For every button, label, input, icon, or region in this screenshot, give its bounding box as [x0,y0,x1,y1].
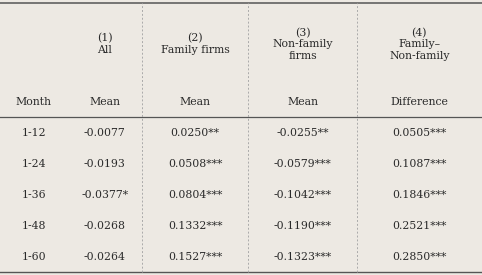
Text: 0.0508***: 0.0508*** [168,159,222,169]
Text: Mean: Mean [180,97,211,107]
Text: Month: Month [16,97,52,107]
Text: 0.1332***: 0.1332*** [168,221,223,231]
Text: 1-12: 1-12 [21,128,46,138]
Text: -0.1323***: -0.1323*** [273,252,332,262]
Text: 1-24: 1-24 [22,159,46,169]
Text: Mean: Mean [89,97,120,107]
Text: 1-48: 1-48 [22,221,46,231]
Text: 0.0505***: 0.0505*** [392,128,446,138]
Text: 0.0250**: 0.0250** [171,128,220,138]
Text: 0.2521***: 0.2521*** [392,221,446,231]
Text: 0.1087***: 0.1087*** [392,159,446,169]
Text: -0.0077: -0.0077 [84,128,126,138]
Text: -0.1190***: -0.1190*** [273,221,332,231]
Text: -0.0193: -0.0193 [84,159,126,169]
Text: -0.0268: -0.0268 [84,221,126,231]
Text: (4)
Family–
Non-family: (4) Family– Non-family [389,28,450,61]
Text: -0.0264: -0.0264 [84,252,126,262]
Text: -0.1042***: -0.1042*** [273,190,332,200]
Text: (3)
Non-family
firms: (3) Non-family firms [272,28,333,61]
Text: (2)
Family firms: (2) Family firms [161,33,229,55]
Text: 0.2850***: 0.2850*** [392,252,446,262]
Text: Mean: Mean [287,97,318,107]
Text: -0.0377*: -0.0377* [81,190,128,200]
Text: -0.0579***: -0.0579*** [274,159,331,169]
Text: 1-60: 1-60 [21,252,46,262]
Text: (1)
All: (1) All [97,33,113,55]
Text: Difference: Difference [390,97,448,107]
Text: -0.0255**: -0.0255** [276,128,329,138]
Text: 0.1527***: 0.1527*** [168,252,222,262]
Text: 0.0804***: 0.0804*** [168,190,222,200]
Text: 1-36: 1-36 [21,190,46,200]
Text: 0.1846***: 0.1846*** [392,190,446,200]
